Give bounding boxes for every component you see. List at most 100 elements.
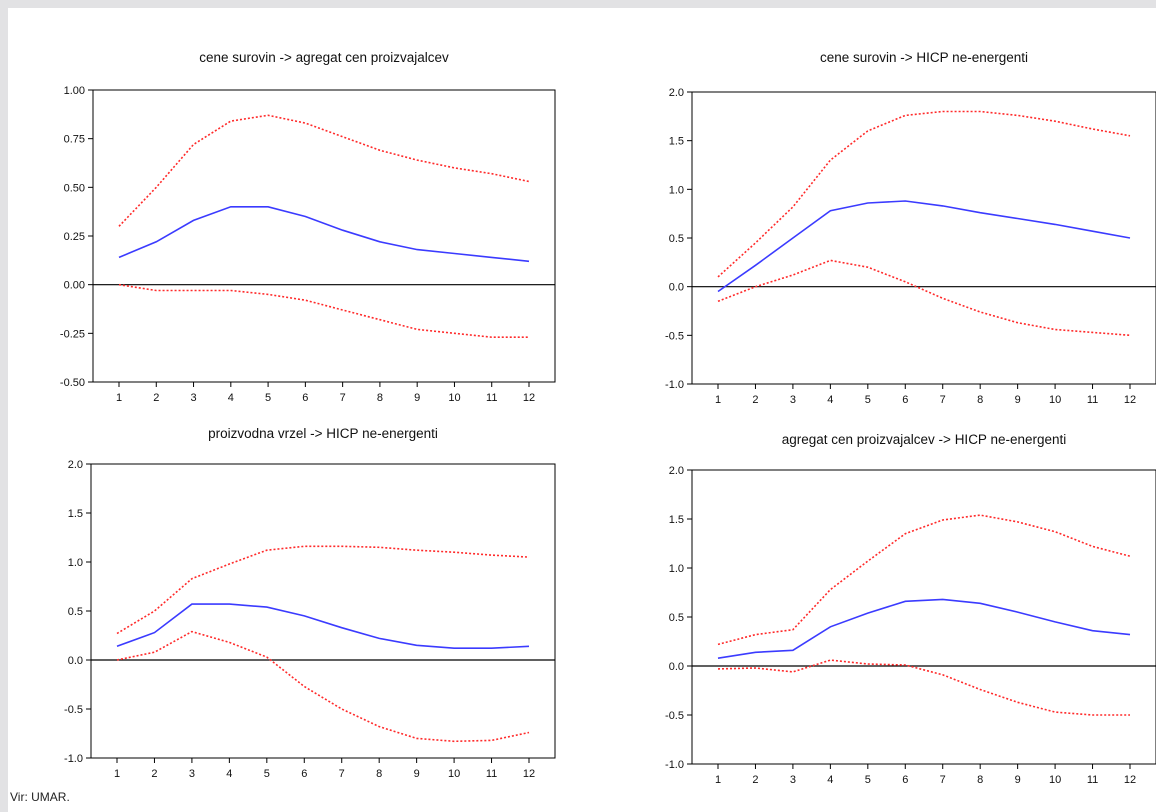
y-tick-label: -0.50 [60, 377, 85, 389]
x-tick-label: 9 [414, 768, 420, 780]
impulse-response-line [118, 206, 530, 263]
y-tick-label: 1.0 [669, 184, 684, 196]
x-tick-label: 3 [189, 768, 195, 780]
y-tick-label: -1.0 [665, 379, 684, 391]
x-tick-label: 12 [1124, 774, 1136, 786]
x-tick-label: 12 [523, 392, 535, 404]
y-tick-label: 0.75 [64, 134, 85, 146]
x-tick-label: 6 [902, 774, 908, 786]
y-tick-label: 1.00 [64, 85, 85, 97]
lower-band-line [118, 283, 529, 339]
y-tick-label: 1.0 [669, 563, 684, 575]
y-tick-label: 2.0 [669, 465, 684, 477]
y-tick-label: 1.5 [68, 508, 83, 520]
x-tick-label: 5 [865, 774, 871, 786]
x-tick-label: 5 [264, 768, 270, 780]
y-tick-label: -0.5 [665, 710, 684, 722]
x-tick-label: 9 [414, 392, 420, 404]
y-tick-label: 1.5 [669, 514, 684, 526]
x-tick-label: 8 [376, 768, 382, 780]
chart-title: proizvodna vrzel -> HICP ne-energenti [208, 426, 438, 441]
x-tick-label: 10 [448, 768, 460, 780]
x-tick-label: 1 [715, 774, 721, 786]
x-tick-label: 10 [1049, 774, 1061, 786]
x-tick-label: 12 [523, 768, 535, 780]
y-tick-label: 0.50 [64, 182, 85, 194]
x-tick-label: 2 [153, 392, 159, 404]
x-tick-label: 2 [151, 768, 157, 780]
plot-frame [691, 91, 1156, 385]
chart-title: cene surovin -> agregat cen proizvajalce… [199, 50, 449, 65]
y-tick-label: -1.0 [64, 753, 83, 765]
y-tick-label: 0.0 [68, 655, 83, 667]
plot-frame [691, 469, 1156, 765]
y-tick-label: 1.0 [68, 557, 83, 569]
x-tick-label: 6 [301, 768, 307, 780]
x-tick-label: 5 [865, 394, 871, 406]
x-tick-label: 1 [116, 392, 122, 404]
x-tick-label: 3 [190, 392, 196, 404]
x-tick-label: 2 [752, 394, 758, 406]
x-tick-label: 7 [940, 394, 946, 406]
chart-producer-to-hicp: agregat cen proizvajalcev -> HICP ne-ene… [665, 432, 1156, 786]
y-tick-label: 0.5 [669, 612, 684, 624]
x-tick-label: 6 [902, 394, 908, 406]
x-tick-label: 11 [1087, 394, 1098, 406]
plot-frame [90, 463, 556, 759]
y-tick-label: 2.0 [68, 459, 83, 471]
x-tick-label: 4 [827, 394, 833, 406]
upper-band-line [717, 110, 1131, 278]
x-tick-label: 4 [827, 774, 833, 786]
y-tick-label: -0.5 [64, 704, 83, 716]
upper-band-line [717, 514, 1131, 646]
chart-raw-prices-to-producer-prices: cene surovin -> agregat cen proizvajalce… [60, 50, 1156, 786]
upper-band-line [118, 114, 530, 227]
x-tick-label: 12 [1124, 394, 1136, 406]
x-tick-label: 9 [1015, 394, 1021, 406]
y-tick-label: 0.0 [669, 661, 684, 673]
chart-raw-to-producer: cene surovin -> agregat cen proizvajalce… [60, 50, 556, 404]
x-tick-label: 2 [752, 774, 758, 786]
x-tick-label: 3 [790, 394, 796, 406]
y-tick-label: -0.25 [60, 328, 85, 340]
x-tick-label: 5 [265, 392, 271, 404]
impulse-response-line [717, 598, 1131, 659]
x-tick-label: 7 [339, 768, 345, 780]
y-tick-label: 0.00 [64, 280, 85, 292]
upper-band-line [116, 545, 530, 635]
impulse-response-line [116, 603, 530, 650]
x-tick-label: 4 [228, 392, 234, 404]
y-tick-label: 0.0 [669, 282, 684, 294]
chart-title: cene surovin -> HICP ne-energenti [820, 50, 1028, 65]
y-tick-label: 0.5 [669, 233, 684, 245]
y-tick-label: -0.5 [665, 330, 684, 342]
x-tick-label: 8 [977, 774, 983, 786]
y-tick-label: 2.0 [669, 87, 684, 99]
impulse-response-line [717, 200, 1131, 293]
y-tick-label: -1.0 [665, 759, 684, 771]
x-tick-label: 10 [1049, 394, 1061, 406]
x-tick-label: 10 [448, 392, 460, 404]
x-tick-label: 11 [486, 392, 497, 404]
source-note: Vir: UMAR. [10, 790, 70, 804]
plot-frame [92, 89, 556, 383]
chart-raw-to-hicp: cene surovin -> HICP ne-energenti 2.0 1.5 1… [665, 50, 1156, 406]
x-tick-label: 11 [1087, 774, 1098, 786]
x-tick-label: 11 [486, 768, 497, 780]
chart-gap-to-hicp: proizvodna vrzel -> HICP ne-energenti 2.0… [64, 426, 556, 780]
x-tick-label: 6 [302, 392, 308, 404]
y-tick-label: 0.5 [68, 606, 83, 618]
x-tick-label: 8 [977, 394, 983, 406]
chart-title: agregat cen proizvajalcev -> HICP ne-ene… [782, 432, 1067, 447]
lower-band-line [717, 659, 1130, 716]
x-tick-label: 7 [340, 392, 346, 404]
x-tick-label: 8 [377, 392, 383, 404]
x-tick-label: 4 [226, 768, 232, 780]
x-tick-label: 7 [940, 774, 946, 786]
lower-band-line [717, 259, 1131, 337]
x-tick-label: 3 [790, 774, 796, 786]
x-tick-label: 9 [1015, 774, 1021, 786]
x-tick-label: 1 [715, 394, 721, 406]
y-tick-label: 1.5 [669, 136, 684, 148]
lower-band-line [116, 630, 530, 743]
